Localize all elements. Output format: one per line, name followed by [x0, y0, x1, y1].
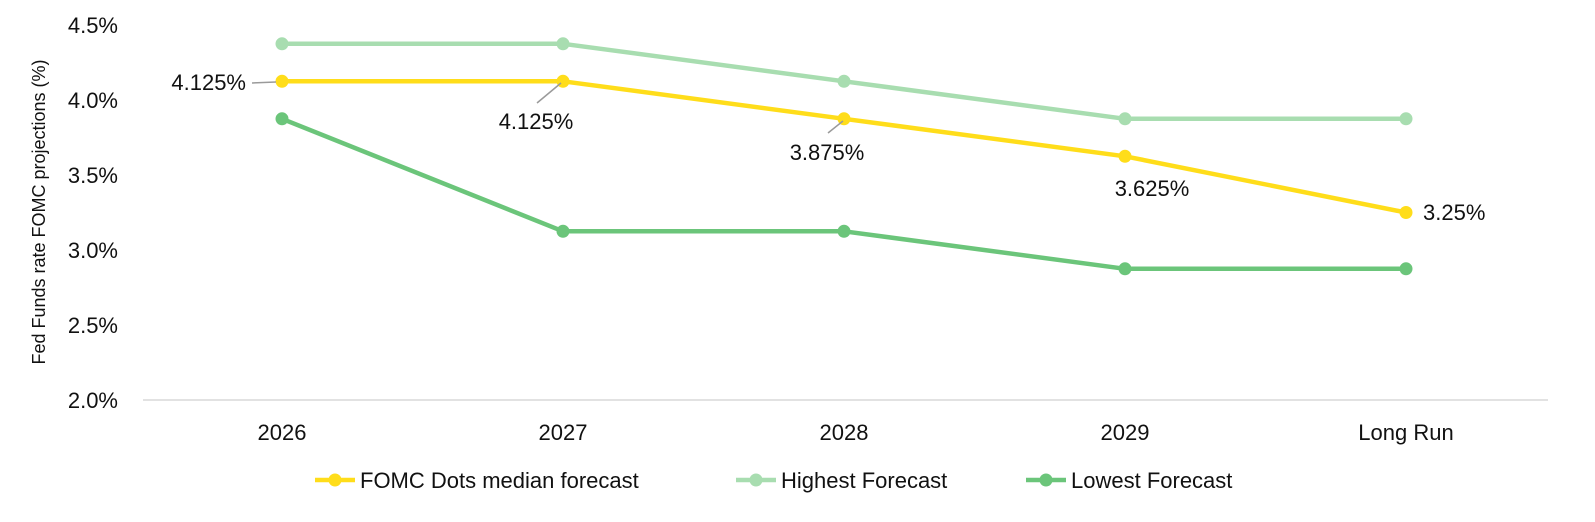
legend: FOMC Dots median forecast Highest Forecas…: [315, 468, 1232, 493]
data-label: 4.125%: [171, 70, 246, 95]
x-tick-label: 2028: [820, 420, 869, 445]
leader-line: [827, 120, 844, 134]
data-point: [556, 224, 570, 238]
legend-item: FOMC Dots median forecast: [315, 468, 639, 493]
legend-item: Highest Forecast: [736, 468, 947, 493]
legend-label: Lowest Forecast: [1071, 468, 1232, 493]
data-point: [556, 37, 570, 51]
legend-swatch-marker: [328, 473, 342, 487]
legend-swatch-marker: [1039, 473, 1053, 487]
data-point: [1399, 112, 1413, 126]
data-point: [275, 37, 289, 51]
data-label: 3.875%: [790, 140, 865, 165]
legend-item: Lowest Forecast: [1026, 468, 1232, 493]
series-2: [275, 112, 1413, 276]
x-tick-label: 2027: [539, 420, 588, 445]
x-tick-label: 2029: [1101, 420, 1150, 445]
data-labels: 4.125% 4.125% 3.875% 3.625% 3.25%: [171, 70, 1485, 225]
data-point: [1118, 112, 1132, 126]
leader-line: [536, 82, 562, 104]
series-0: [275, 74, 1413, 219]
data-point: [1118, 149, 1132, 163]
data-label: 3.25%: [1423, 200, 1485, 225]
y-tick-label: 2.5%: [68, 313, 118, 338]
y-axis-title: Fed Funds rate FOMC projections (%): [29, 59, 49, 364]
data-point: [275, 74, 289, 88]
data-label: 4.125%: [499, 109, 574, 134]
series-layer: [275, 37, 1413, 276]
data-point: [275, 112, 289, 126]
leader-line: [251, 81, 277, 84]
y-tick-label: 4.5%: [68, 13, 118, 38]
y-tick-label: 3.0%: [68, 238, 118, 263]
x-tick-label: Long Run: [1358, 420, 1453, 445]
data-point: [1399, 262, 1413, 276]
y-tick-label: 3.5%: [68, 163, 118, 188]
series-1: [275, 37, 1413, 126]
legend-label: FOMC Dots median forecast: [360, 468, 639, 493]
x-tick-label: 2026: [258, 420, 307, 445]
legend-swatch-marker: [749, 473, 763, 487]
data-point: [1399, 206, 1413, 219]
data-point: [837, 74, 851, 88]
x-axis-ticks: 2026 2027 2028 2029 Long Run: [258, 420, 1454, 445]
data-label: 3.625%: [1115, 176, 1190, 201]
data-point: [1118, 262, 1132, 276]
y-tick-label: 4.0%: [68, 88, 118, 113]
y-axis-ticks: 2.0% 2.5% 3.0% 3.5% 4.0% 4.5%: [68, 13, 118, 413]
y-tick-label: 2.0%: [68, 388, 118, 413]
data-point: [837, 224, 851, 238]
legend-label: Highest Forecast: [781, 468, 947, 493]
